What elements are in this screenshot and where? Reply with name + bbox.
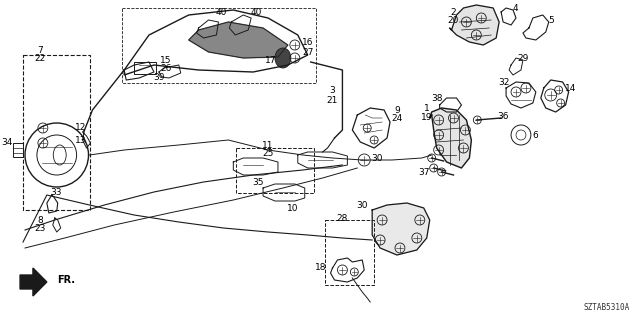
Text: 15: 15 — [160, 55, 172, 65]
Text: 9: 9 — [394, 106, 400, 115]
Text: 16: 16 — [302, 37, 314, 46]
Text: 36: 36 — [497, 111, 509, 121]
Text: 33: 33 — [50, 188, 61, 196]
Polygon shape — [429, 108, 472, 168]
Polygon shape — [20, 268, 47, 296]
Text: 25: 25 — [262, 148, 274, 157]
Bar — [324, 220, 374, 285]
Text: 27: 27 — [302, 47, 314, 57]
Text: 24: 24 — [391, 114, 403, 123]
Text: 26: 26 — [160, 63, 172, 73]
Text: 3: 3 — [330, 85, 335, 94]
Text: 20: 20 — [448, 15, 460, 25]
Text: 22: 22 — [35, 53, 45, 62]
Text: 2: 2 — [451, 7, 456, 17]
Bar — [13, 143, 23, 157]
Text: 30: 30 — [356, 201, 368, 210]
Text: 4: 4 — [512, 4, 518, 12]
Polygon shape — [372, 203, 429, 255]
Text: 19: 19 — [421, 113, 433, 122]
Text: 38: 38 — [431, 93, 442, 102]
Text: 29: 29 — [517, 53, 529, 62]
Bar — [236, 148, 314, 193]
Text: 35: 35 — [252, 178, 264, 187]
Text: 13: 13 — [75, 135, 86, 145]
Polygon shape — [449, 5, 499, 45]
Polygon shape — [189, 22, 288, 58]
Text: FR.: FR. — [57, 275, 75, 285]
Text: 40: 40 — [250, 7, 262, 17]
Text: 18: 18 — [315, 263, 326, 273]
Text: 32: 32 — [499, 77, 510, 86]
Text: 11: 11 — [262, 140, 274, 149]
Text: 28: 28 — [337, 213, 348, 222]
Text: 37: 37 — [418, 167, 429, 177]
Bar — [134, 62, 156, 74]
Text: 30: 30 — [371, 154, 383, 163]
Text: SZTAB5310A: SZTAB5310A — [584, 303, 630, 312]
Text: 17: 17 — [265, 55, 276, 65]
Text: 5: 5 — [548, 15, 554, 25]
Text: 23: 23 — [34, 223, 45, 233]
Text: 10: 10 — [287, 204, 299, 212]
Text: 6: 6 — [532, 131, 538, 140]
Text: 14: 14 — [565, 84, 576, 92]
Text: 1: 1 — [424, 103, 429, 113]
Text: 8: 8 — [37, 215, 43, 225]
Text: 21: 21 — [327, 95, 338, 105]
Text: 34: 34 — [2, 138, 13, 147]
Bar — [122, 8, 316, 83]
Text: 12: 12 — [75, 123, 86, 132]
Bar — [23, 55, 90, 210]
Text: 40: 40 — [216, 7, 227, 17]
Ellipse shape — [275, 48, 291, 68]
Text: 39: 39 — [153, 73, 164, 82]
Text: 7: 7 — [37, 45, 43, 54]
